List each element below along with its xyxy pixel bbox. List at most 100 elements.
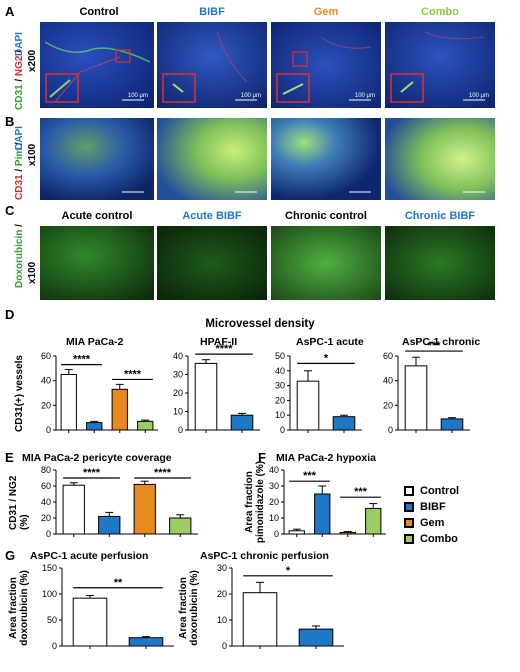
panel-g2-ylabel: Area fraction doxorubicin (%) — [178, 570, 200, 646]
significance-label: * — [324, 352, 329, 364]
scale-bar-label: 100 μm — [468, 93, 489, 99]
bar-control — [404, 365, 428, 431]
legend-label: BIBF — [420, 501, 446, 513]
col-title-gem: Gem — [313, 6, 339, 18]
y-tick-label: 60 — [383, 351, 393, 361]
y-tick-label: 80 — [41, 465, 51, 475]
bar-gem — [133, 483, 156, 535]
chart-hpaf-ii-microvessel: 0 10 20 30 40 **** — [173, 343, 260, 435]
panel-label-e: E — [5, 450, 14, 465]
micrograph-acute-control-doxorubicin — [40, 226, 154, 300]
significance-label: **** — [154, 467, 172, 479]
legend-item-combo: Combo — [404, 531, 459, 547]
y-tick-label: 0 — [46, 529, 51, 539]
panel-d-title: Microvessel density — [205, 318, 315, 330]
col-title-control: Control — [79, 6, 119, 18]
y-tick-label: 150 — [42, 563, 57, 573]
y-tick-label: 0 — [388, 425, 393, 435]
row-b-stain-label: CD31 / Pim / — [14, 142, 25, 200]
legend-item-gem: Gem — [404, 515, 459, 531]
row-a-magnification: x200 — [27, 49, 38, 72]
y-tick-label: 0 — [222, 641, 227, 651]
col-title-acute-control: Acute control — [61, 210, 133, 222]
bar-bibf — [440, 418, 464, 431]
bar-gem — [111, 388, 128, 431]
legend-item-control: Control — [404, 483, 459, 499]
bar-control — [296, 380, 320, 431]
col-title-combo: Combo — [421, 6, 459, 18]
bar-combo — [169, 517, 192, 535]
row-b-magnification: x100 — [27, 143, 38, 166]
y-tick-label: 20 — [383, 400, 393, 410]
panel-label-g: G — [5, 548, 16, 563]
chart-title-pericyte-coverage: MIA PaCa-2 pericyte coverage — [22, 452, 172, 464]
legend-item-bibf: BIBF — [404, 499, 459, 515]
significance-label: **** — [83, 467, 101, 479]
y-tick-label: 40 — [269, 465, 279, 475]
legend-label: Control — [420, 485, 460, 497]
row-c-stain-label: Doxorubicin / — [14, 224, 25, 288]
y-tick-label: 10 — [173, 407, 183, 417]
chart-acute-perfusion: 0 50 100 150 ** — [42, 563, 174, 651]
panel-label-d: D — [5, 307, 15, 322]
chart-title-hpaf-ii: HPAF-II — [200, 336, 238, 348]
chart-aspc-1-chronic-microvessel: 0 20 40 60 *** — [383, 340, 470, 435]
bar-bibf — [98, 515, 121, 535]
y-tick-label: 30 — [269, 481, 279, 491]
col-title-chronic-bibf: Chronic BIBF — [404, 210, 476, 222]
bar-bibf — [86, 422, 103, 431]
legend-swatch-bibf — [404, 502, 414, 512]
chart-hypoxia: 0 10 20 30 40 *** *** — [269, 465, 386, 539]
bar-combo — [365, 507, 382, 535]
panel-d-ylabel: CD31(+) vessels — [14, 355, 25, 432]
col-title-chronic-control: Chronic control — [285, 210, 367, 222]
bar-gem — [339, 531, 356, 535]
col-title-bibf: BIBF — [199, 6, 225, 18]
y-tick-label: 20 — [217, 589, 227, 599]
bar-control — [62, 484, 85, 535]
chart-title-aspc-1-acute: AsPC-1 acute — [296, 336, 364, 348]
micrograph-gem-cd31-ng2: 100 μm — [271, 22, 381, 108]
bar-control — [288, 530, 305, 535]
bar-bibf — [128, 637, 164, 647]
y-tick-label: 10 — [269, 513, 279, 523]
chart-title-acute-perfusion: AsPC-1 acute perfusion — [30, 550, 149, 562]
y-tick-label: 40 — [41, 497, 51, 507]
y-tick-label: 40 — [383, 376, 393, 386]
legend-swatch-gem — [404, 518, 414, 528]
micrograph-bibf-pimonidazole — [157, 118, 267, 200]
y-tick-label: 0 — [274, 529, 279, 539]
micrograph-chronic-bibf-doxorubicin — [385, 226, 495, 300]
chart-mia-paca-2-microvessel: 0 20 40 60 **** **** — [41, 351, 158, 435]
panel-label-b: B — [5, 114, 15, 129]
y-tick-label: 40 — [275, 366, 285, 376]
y-tick-label: 60 — [41, 481, 51, 491]
bar-bibf — [230, 414, 254, 431]
row-a-stain-label-2: DAPI — [14, 32, 25, 56]
micrograph-control-cd31-ng2: 100 μm — [40, 22, 154, 108]
bar-control — [194, 362, 218, 431]
significance-label: ** — [114, 577, 123, 589]
bar-control — [60, 374, 77, 431]
y-tick-label: 10 — [275, 410, 285, 420]
bar-control — [242, 592, 278, 647]
scale-bar-label: 100 μm — [240, 93, 261, 99]
bar-combo — [137, 420, 154, 431]
y-tick-label: 20 — [41, 513, 51, 523]
chart-aspc-1-acute-microvessel: 0 10 20 30 40 50 * — [275, 351, 362, 435]
row-b-stain-label-2: DAPI — [14, 126, 25, 150]
chart-title-hypoxia: MIA PaCa-2 hypoxia — [276, 452, 376, 464]
y-tick-label: 100 — [42, 589, 57, 599]
y-tick-label: 50 — [275, 351, 285, 361]
y-tick-label: 10 — [217, 615, 227, 625]
micrograph-gem-pimonidazole — [271, 118, 381, 200]
y-tick-label: 0 — [52, 641, 57, 651]
y-tick-label: 40 — [173, 351, 183, 361]
significance-label: * — [286, 565, 291, 577]
micrograph-combo-pimonidazole — [385, 118, 495, 200]
chart-chronic-perfusion: 0 10 20 30 * — [217, 563, 344, 651]
row-c-magnification: x100 — [27, 261, 38, 284]
bar-control — [72, 597, 108, 647]
micrograph-chronic-control-doxorubicin — [271, 226, 381, 300]
micrograph-combo-cd31-ng2: 100 μm — [385, 22, 495, 108]
